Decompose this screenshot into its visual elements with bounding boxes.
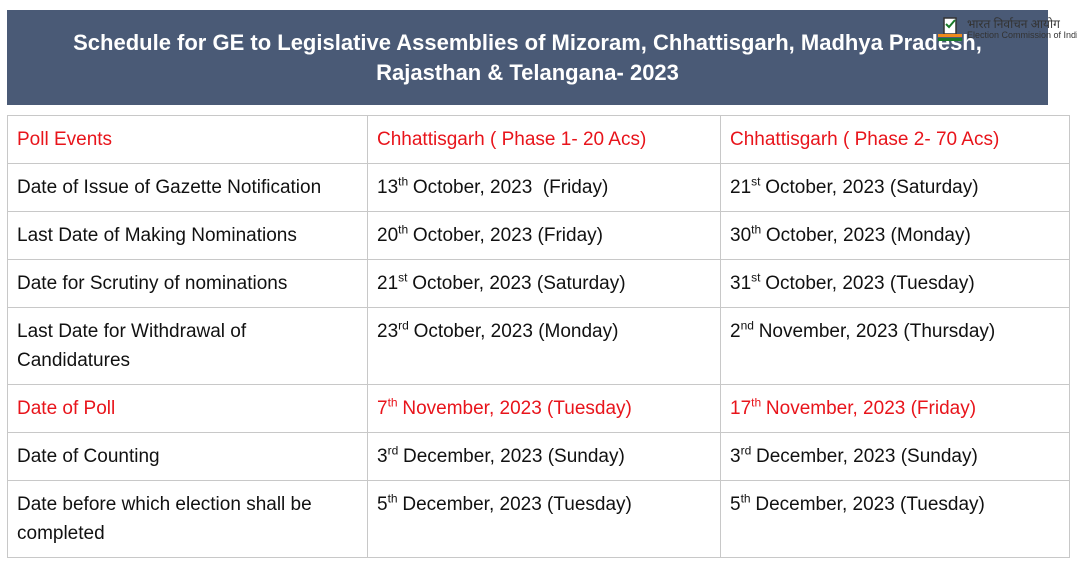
row: Date of Poll 7th November, 2023 (Tuesday) 1… xyxy=(7,384,1070,433)
day: 7 xyxy=(377,398,388,419)
row: Date of Counting 3rd December, 2023 (Sunda… xyxy=(7,432,1070,481)
day: 2 xyxy=(730,321,741,342)
date-text: October, 2023 (Monday) xyxy=(413,321,619,342)
day-suffix: th xyxy=(751,222,762,237)
date-cell: 13th October, 2023 (Friday) xyxy=(367,163,721,212)
header-cell: Chhattisgarh ( Phase 1- 20 Acs) xyxy=(367,115,721,164)
day-suffix: th xyxy=(398,222,409,237)
date-cell: 3rd December, 2023 (Sunday) xyxy=(367,432,721,481)
date-cell: 2nd November, 2023 (Thursday) xyxy=(720,307,1070,385)
day-suffix: rd xyxy=(398,318,409,333)
date-text: October, 2023 (Saturday) xyxy=(412,273,626,294)
day: 13 xyxy=(377,177,399,198)
day: 21 xyxy=(730,177,752,198)
day: 20 xyxy=(377,225,399,246)
day: 21 xyxy=(377,273,399,294)
day-suffix: th xyxy=(398,174,409,189)
day-suffix: st xyxy=(751,174,761,189)
day: 17 xyxy=(730,398,752,419)
day: 23 xyxy=(377,321,399,342)
day-suffix: th xyxy=(740,491,751,506)
event-cell: Date of Issue of Gazette Notification xyxy=(7,163,368,212)
date-text: October, 2023 (Monday) xyxy=(765,225,971,246)
row: Last Date of Making Nominations 20th Octob… xyxy=(7,211,1070,260)
header-row: Poll Events Chhattisgarh ( Phase 1- 20 Ac… xyxy=(7,115,1070,164)
date-text: October, 2023 (Tuesday) xyxy=(765,273,975,294)
date-cell: 5th December, 2023 (Tuesday) xyxy=(720,480,1070,558)
date-text: December, 2023 (Sunday) xyxy=(403,446,625,467)
date-text: December, 2023 (Tuesday) xyxy=(755,494,985,515)
date-cell: 5th December, 2023 (Tuesday) xyxy=(367,480,721,558)
date-text: December, 2023 (Sunday) xyxy=(756,446,978,467)
row: Last Date for Withdrawal of Candidatures… xyxy=(7,307,1070,385)
event-cell: Last Date for Withdrawal of Candidatures xyxy=(7,307,368,385)
date-text: October, 2023 (Saturday) xyxy=(765,177,979,198)
title-banner: Schedule for GE to Legislative Assemblie… xyxy=(7,10,1048,105)
row: Date before which election shall be comp… xyxy=(7,480,1070,558)
date-cell: 20th October, 2023 (Friday) xyxy=(367,211,721,260)
date-text: November, 2023 (Tuesday) xyxy=(402,398,632,419)
header-cell: Poll Events xyxy=(7,115,368,164)
row: Date of Issue of Gazette Notification 13t… xyxy=(7,163,1070,212)
date-cell: 23rd October, 2023 (Monday) xyxy=(367,307,721,385)
logo: भारत निर्वाचन आयोग Election Commission o… xyxy=(936,14,1077,44)
date-text: December, 2023 (Tuesday) xyxy=(402,494,632,515)
logo-english: Election Commission of India xyxy=(967,30,1077,40)
day-suffix: th xyxy=(387,491,398,506)
event-cell: Date of Poll xyxy=(7,384,368,433)
date-text: November, 2023 (Friday) xyxy=(765,398,977,419)
date-cell: 21st October, 2023 (Saturday) xyxy=(720,163,1070,212)
event-cell: Date for Scrutiny of nominations xyxy=(7,259,368,308)
event-cell: Last Date of Making Nominations xyxy=(7,211,368,260)
schedule-table: Poll Events Chhattisgarh ( Phase 1- 20 Ac… xyxy=(7,115,1070,558)
date-text: October, 2023 (Friday) xyxy=(412,177,609,198)
date-cell: 7th November, 2023 (Tuesday) xyxy=(367,384,721,433)
event-cell: Date before which election shall be comp… xyxy=(7,480,368,558)
event-cell: Date of Counting xyxy=(7,432,368,481)
day-suffix: rd xyxy=(740,443,752,458)
date-cell: 30th October, 2023 (Monday) xyxy=(720,211,1070,260)
date-cell: 31st October, 2023 (Tuesday) xyxy=(720,259,1070,308)
day-suffix: st xyxy=(398,270,408,285)
day: 3 xyxy=(730,446,741,467)
day-suffix: st xyxy=(751,270,761,285)
header-cell: Chhattisgarh ( Phase 2- 70 Acs) xyxy=(720,115,1070,164)
day: 31 xyxy=(730,273,752,294)
day: 3 xyxy=(377,446,388,467)
date-cell: 21st October, 2023 (Saturday) xyxy=(367,259,721,308)
day-suffix: nd xyxy=(740,318,754,333)
day: 30 xyxy=(730,225,752,246)
title: Schedule for GE to Legislative Assemblie… xyxy=(73,29,982,85)
date-text: October, 2023 (Friday) xyxy=(412,225,603,246)
row: Date for Scrutiny of nominations 21st Octo… xyxy=(7,259,1070,308)
date-text: November, 2023 (Thursday) xyxy=(758,321,996,342)
day-suffix: rd xyxy=(387,443,399,458)
day-suffix: th xyxy=(387,395,398,410)
day: 5 xyxy=(730,494,741,515)
date-cell: 3rd December, 2023 (Sunday) xyxy=(720,432,1070,481)
date-cell: 17th November, 2023 (Friday) xyxy=(720,384,1070,433)
logo-hindi: भारत निर्वाचन आयोग xyxy=(967,17,1060,31)
logo-icon xyxy=(938,17,962,41)
day-suffix: th xyxy=(751,395,762,410)
day: 5 xyxy=(377,494,388,515)
